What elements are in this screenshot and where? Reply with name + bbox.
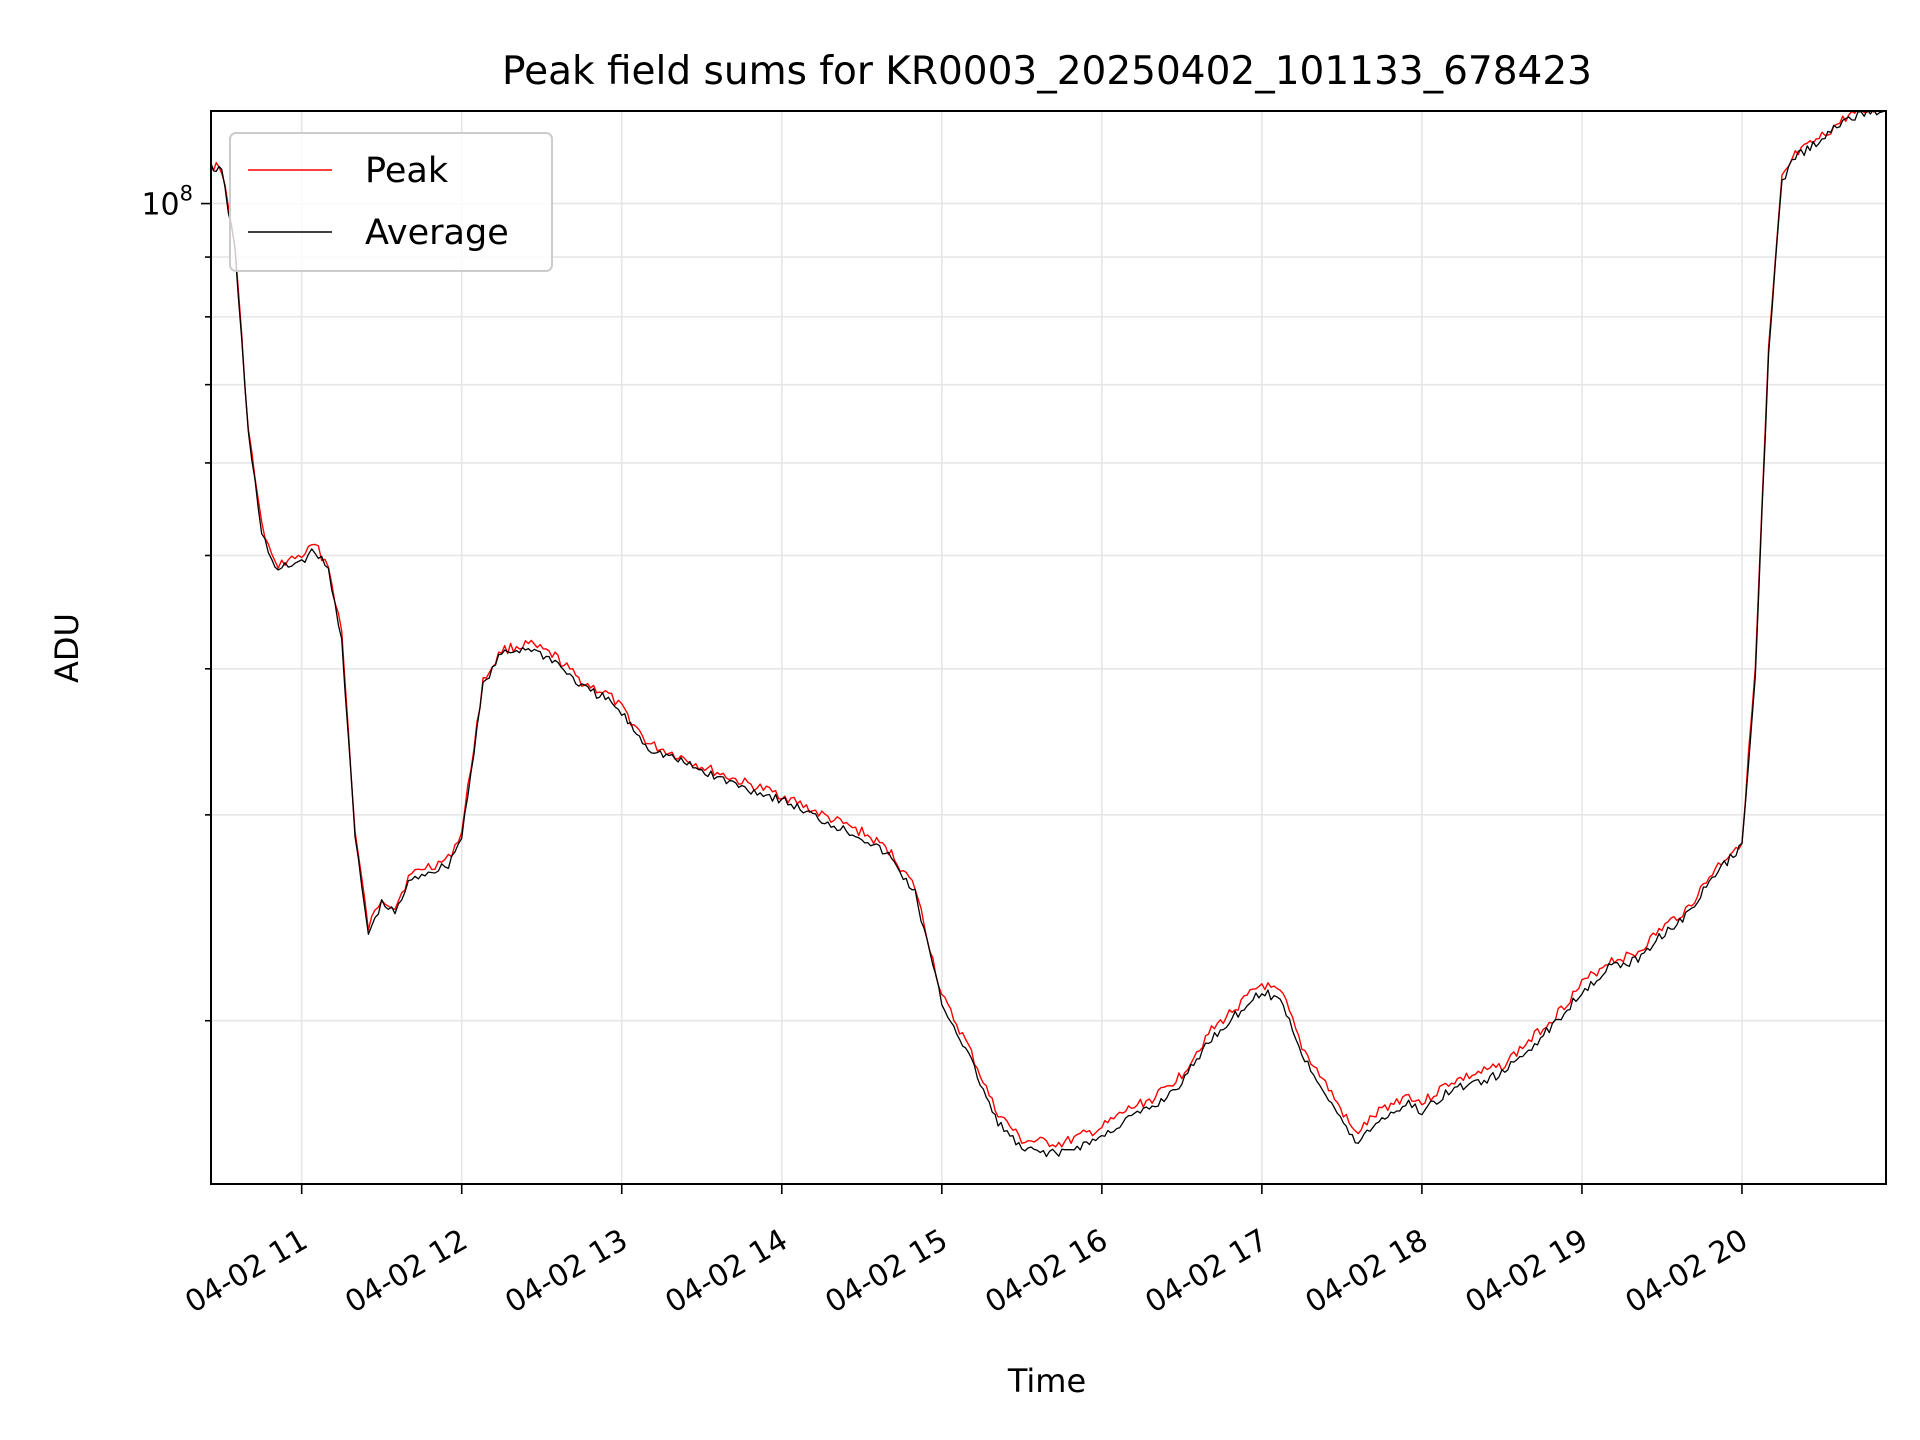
legend-peak-label: Peak [365,151,449,191]
series-layer [211,111,1885,1158]
x-axis-label: Time [1007,1362,1086,1400]
grid [211,111,1886,1184]
legend-average-label: Average [365,213,509,253]
series-line-average [211,111,1885,1158]
y-axis-label: ADU [48,613,86,683]
series-line-peak [211,111,1881,1148]
chart-title: Peak field sums for KR0003_20250402_1011… [502,49,1592,94]
legend-box [229,132,553,272]
plot-frame [210,110,1887,1185]
legend: Peak Average [229,132,553,272]
